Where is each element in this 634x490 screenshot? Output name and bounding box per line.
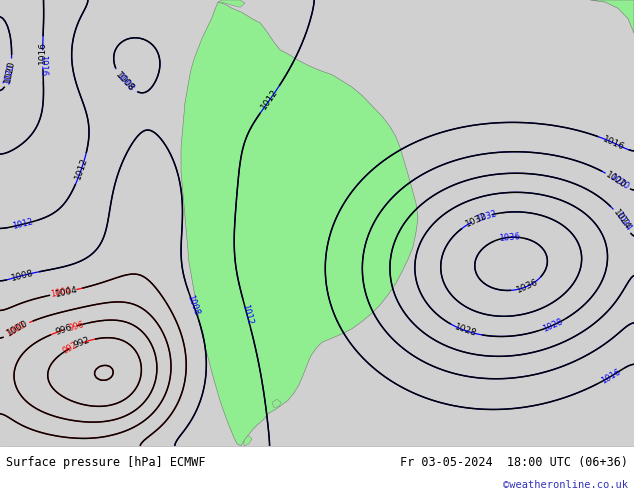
Text: 1028: 1028 xyxy=(454,323,478,339)
Polygon shape xyxy=(244,436,252,446)
Text: 1036: 1036 xyxy=(515,278,540,295)
Text: 1020: 1020 xyxy=(3,63,16,85)
Text: 1012: 1012 xyxy=(260,88,280,111)
Text: Fr 03-05-2024  18:00 UTC (06+36): Fr 03-05-2024 18:00 UTC (06+36) xyxy=(399,456,628,469)
Text: 1008: 1008 xyxy=(114,71,135,93)
Text: 1024: 1024 xyxy=(611,207,631,231)
Text: 1032: 1032 xyxy=(475,209,498,223)
Polygon shape xyxy=(590,0,634,33)
Polygon shape xyxy=(181,2,418,446)
Text: 1008: 1008 xyxy=(186,294,202,317)
Text: 992: 992 xyxy=(61,341,79,356)
Text: 1012: 1012 xyxy=(74,157,89,181)
Text: 1012: 1012 xyxy=(240,303,254,326)
Text: 996: 996 xyxy=(68,319,85,332)
Text: 996: 996 xyxy=(55,323,74,337)
Text: 1020: 1020 xyxy=(4,59,17,83)
Text: 1016: 1016 xyxy=(38,55,48,76)
Text: 1036: 1036 xyxy=(498,232,521,243)
Text: 1024: 1024 xyxy=(613,210,633,233)
Text: Surface pressure [hPa] ECMWF: Surface pressure [hPa] ECMWF xyxy=(6,456,206,469)
Text: 1000: 1000 xyxy=(4,320,27,339)
Text: 1016: 1016 xyxy=(601,134,626,152)
Text: 1012: 1012 xyxy=(11,218,34,231)
Text: 1020: 1020 xyxy=(607,172,630,191)
Text: 1000: 1000 xyxy=(6,319,30,338)
Polygon shape xyxy=(218,0,245,7)
Text: 1004: 1004 xyxy=(50,286,72,299)
Polygon shape xyxy=(272,399,281,408)
Text: 992: 992 xyxy=(72,336,91,350)
Text: ©weatheronline.co.uk: ©weatheronline.co.uk xyxy=(503,480,628,490)
Text: 1004: 1004 xyxy=(54,285,79,298)
Text: 1016: 1016 xyxy=(600,367,623,386)
Text: 1020: 1020 xyxy=(604,170,628,190)
Text: 1008: 1008 xyxy=(113,70,136,93)
Text: 1032: 1032 xyxy=(464,211,488,229)
Text: 1008: 1008 xyxy=(11,268,35,283)
Text: 1016: 1016 xyxy=(38,41,48,64)
Text: 1028: 1028 xyxy=(541,317,564,334)
